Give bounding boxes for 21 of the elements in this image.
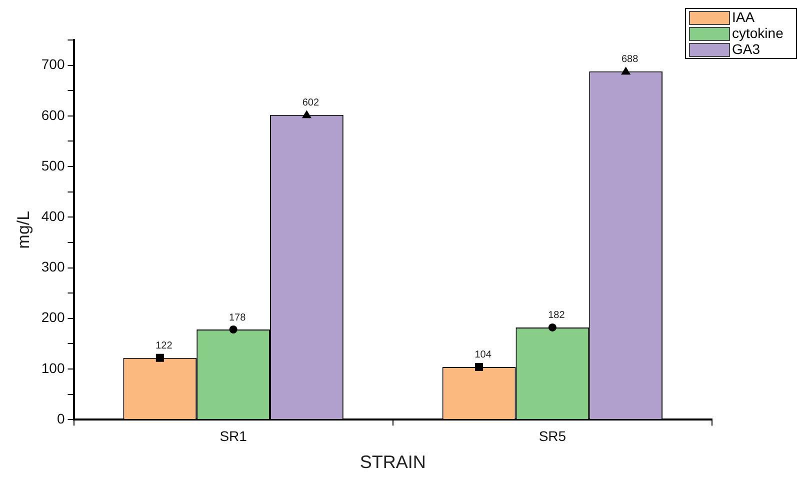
y-tick-label: 100 (41, 360, 65, 376)
x-tick-label: SR5 (538, 428, 566, 444)
data-label: 688 (621, 54, 639, 66)
data-label: 178 (228, 312, 246, 324)
y-tick-label: 700 (41, 56, 65, 72)
data-label: 122 (156, 340, 173, 352)
y-axis-title: mg/L (14, 210, 33, 249)
x-axis-title: STRAIN (360, 452, 426, 472)
y-tick-label: 600 (41, 106, 65, 123)
x-tick-label: SR1 (220, 428, 248, 444)
y-tick-label: 500 (41, 157, 65, 174)
legend-label: GA3 (732, 40, 760, 57)
y-tick-label: 300 (41, 258, 65, 275)
legend-label: cytokine (732, 24, 784, 41)
y-tick-label: 200 (41, 309, 65, 326)
y-tick-label: 0 (56, 410, 65, 426)
data-label: 104 (474, 350, 492, 361)
legend-label: IAA (732, 8, 756, 25)
y-tick-label: 400 (41, 208, 65, 224)
data-label: 182 (548, 310, 566, 322)
data-label: 602 (302, 98, 320, 109)
